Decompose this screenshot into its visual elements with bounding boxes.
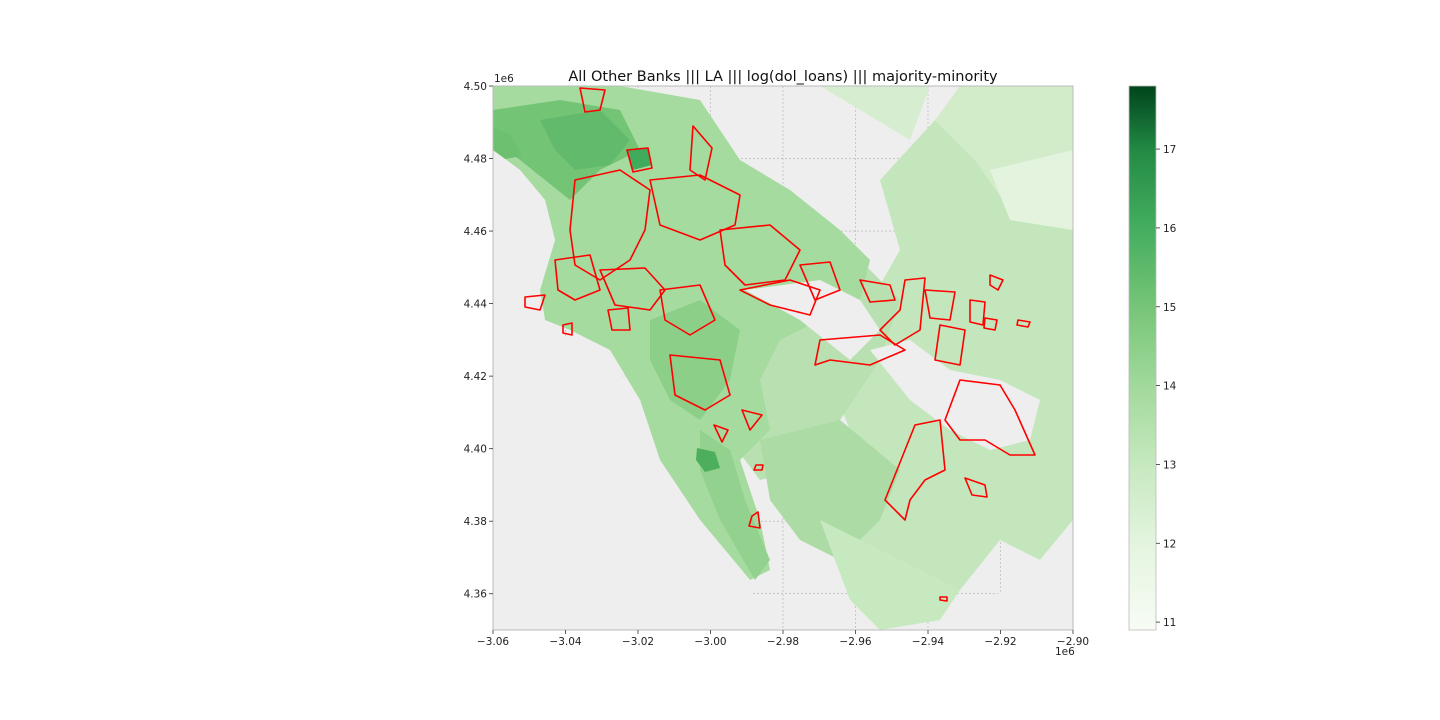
colorbar-tick-label: 15 xyxy=(1163,302,1176,314)
highlight-tract-coast-2 xyxy=(713,424,729,443)
highlight-cluster-center-3 xyxy=(799,261,841,301)
x-tick-label: −2.98 xyxy=(767,636,799,648)
highlight-tract-southwest xyxy=(939,596,948,602)
y-tick-label: 4.44 xyxy=(464,299,488,311)
highlight-tract-north-2 xyxy=(626,147,653,173)
highlight-cluster-center-2 xyxy=(739,279,821,316)
highlight-cluster-east-2 xyxy=(879,277,926,346)
colorbar-tick-label: 14 xyxy=(1163,381,1177,393)
x-tick-label: −3.02 xyxy=(622,636,654,648)
highlight-cluster-east-1 xyxy=(859,279,896,303)
tract-west-edge xyxy=(493,128,522,160)
x-tick-label: −3.04 xyxy=(549,636,581,648)
highlight-tract-south-4 xyxy=(607,307,631,331)
highlight-tract-far-west-2 xyxy=(562,322,573,336)
highlight-cluster-east-7 xyxy=(989,274,1004,291)
colorbar-tick-label: 16 xyxy=(1163,223,1177,235)
highlight-cluster-center xyxy=(719,224,801,286)
tract-south xyxy=(820,520,960,630)
highlight-layer xyxy=(524,87,1036,602)
highlight-tract-south-small-2 xyxy=(753,464,764,471)
y-tick-label: 4.46 xyxy=(464,226,488,238)
y-tick-label: 4.48 xyxy=(464,154,487,166)
y-tick-label: 4.38 xyxy=(464,516,487,528)
highlight-cluster-south-3 xyxy=(964,477,988,498)
colorbar-tick-label: 12 xyxy=(1163,538,1176,550)
highlight-cluster-east-8 xyxy=(1016,319,1031,328)
highlight-cluster-west-3 xyxy=(599,267,666,311)
x-tick-label: −2.96 xyxy=(839,636,871,648)
highlight-cluster-south-2 xyxy=(884,419,946,521)
x-axis: −3.06 −3.04 −3.02 −3.00 −2.98 −2.96 −2.94 −2.92… xyxy=(477,630,1089,648)
highlight-tract-north xyxy=(579,87,606,113)
y-offset-label: 1e6 xyxy=(494,73,514,85)
tract-green-patch xyxy=(696,448,720,472)
y-tick-label: 4.40 xyxy=(464,444,487,456)
region-layer xyxy=(493,86,1073,630)
x-tick-label: −3.00 xyxy=(694,636,726,648)
x-tick-label: −3.06 xyxy=(477,636,509,648)
highlight-tract-coast xyxy=(741,409,763,431)
x-tick-label: −2.92 xyxy=(984,636,1016,648)
highlight-cluster-east-9 xyxy=(983,317,998,331)
x-tick-label: −2.90 xyxy=(1057,636,1089,648)
x-tick-label: −2.94 xyxy=(912,636,944,648)
highlight-cluster-east-6 xyxy=(969,299,986,326)
gap-central xyxy=(745,280,880,360)
x-offset-label: 1e6 xyxy=(1055,646,1075,658)
highlight-cluster-west-2 xyxy=(554,254,601,301)
chart-title: All Other Banks ||| LA ||| log(dol_loans… xyxy=(568,69,998,85)
highlight-cluster-west xyxy=(569,169,651,281)
colorbar-tick-label: 17 xyxy=(1163,144,1176,156)
y-tick-label: 4.42 xyxy=(464,371,487,383)
gap-west xyxy=(493,150,555,330)
y-tick-label: 4.36 xyxy=(464,589,488,601)
gap-south-east xyxy=(960,520,1073,630)
tract-urban-mid xyxy=(650,300,740,420)
colorbar-tick-label: 13 xyxy=(1163,459,1176,471)
y-tick-label: 4.50 xyxy=(464,81,487,93)
colorbar xyxy=(1128,85,1157,631)
highlight-cluster-east-3 xyxy=(814,334,906,366)
highlight-cluster-southeast xyxy=(944,379,1036,456)
tract-north-strip xyxy=(820,86,930,140)
highlight-cluster-east-4 xyxy=(924,289,956,321)
highlight-cluster-south xyxy=(669,354,731,411)
tract-green-patch-2 xyxy=(627,148,652,170)
highlight-tract-north-3 xyxy=(689,125,713,181)
gap-south-west xyxy=(493,320,760,630)
colorbar-tick-label: 11 xyxy=(1163,617,1176,629)
highlight-tract-far-west xyxy=(524,294,546,311)
highlight-cluster-mid-2 xyxy=(659,284,716,336)
highlight-cluster-mid xyxy=(649,174,741,241)
y-axis: 4.36 4.38 4.40 4.42 4.44 4.46 4.48 4.50 xyxy=(464,81,493,601)
highlight-tract-south-small xyxy=(748,511,761,529)
highlight-cluster-east-5 xyxy=(934,324,966,366)
tract-south-central xyxy=(760,420,900,560)
tract-urban-dark-2 xyxy=(540,110,630,170)
colorbar-ticks: 11 12 13 14 15 16 17 xyxy=(1156,144,1177,629)
tract-northeast-light xyxy=(990,150,1073,230)
